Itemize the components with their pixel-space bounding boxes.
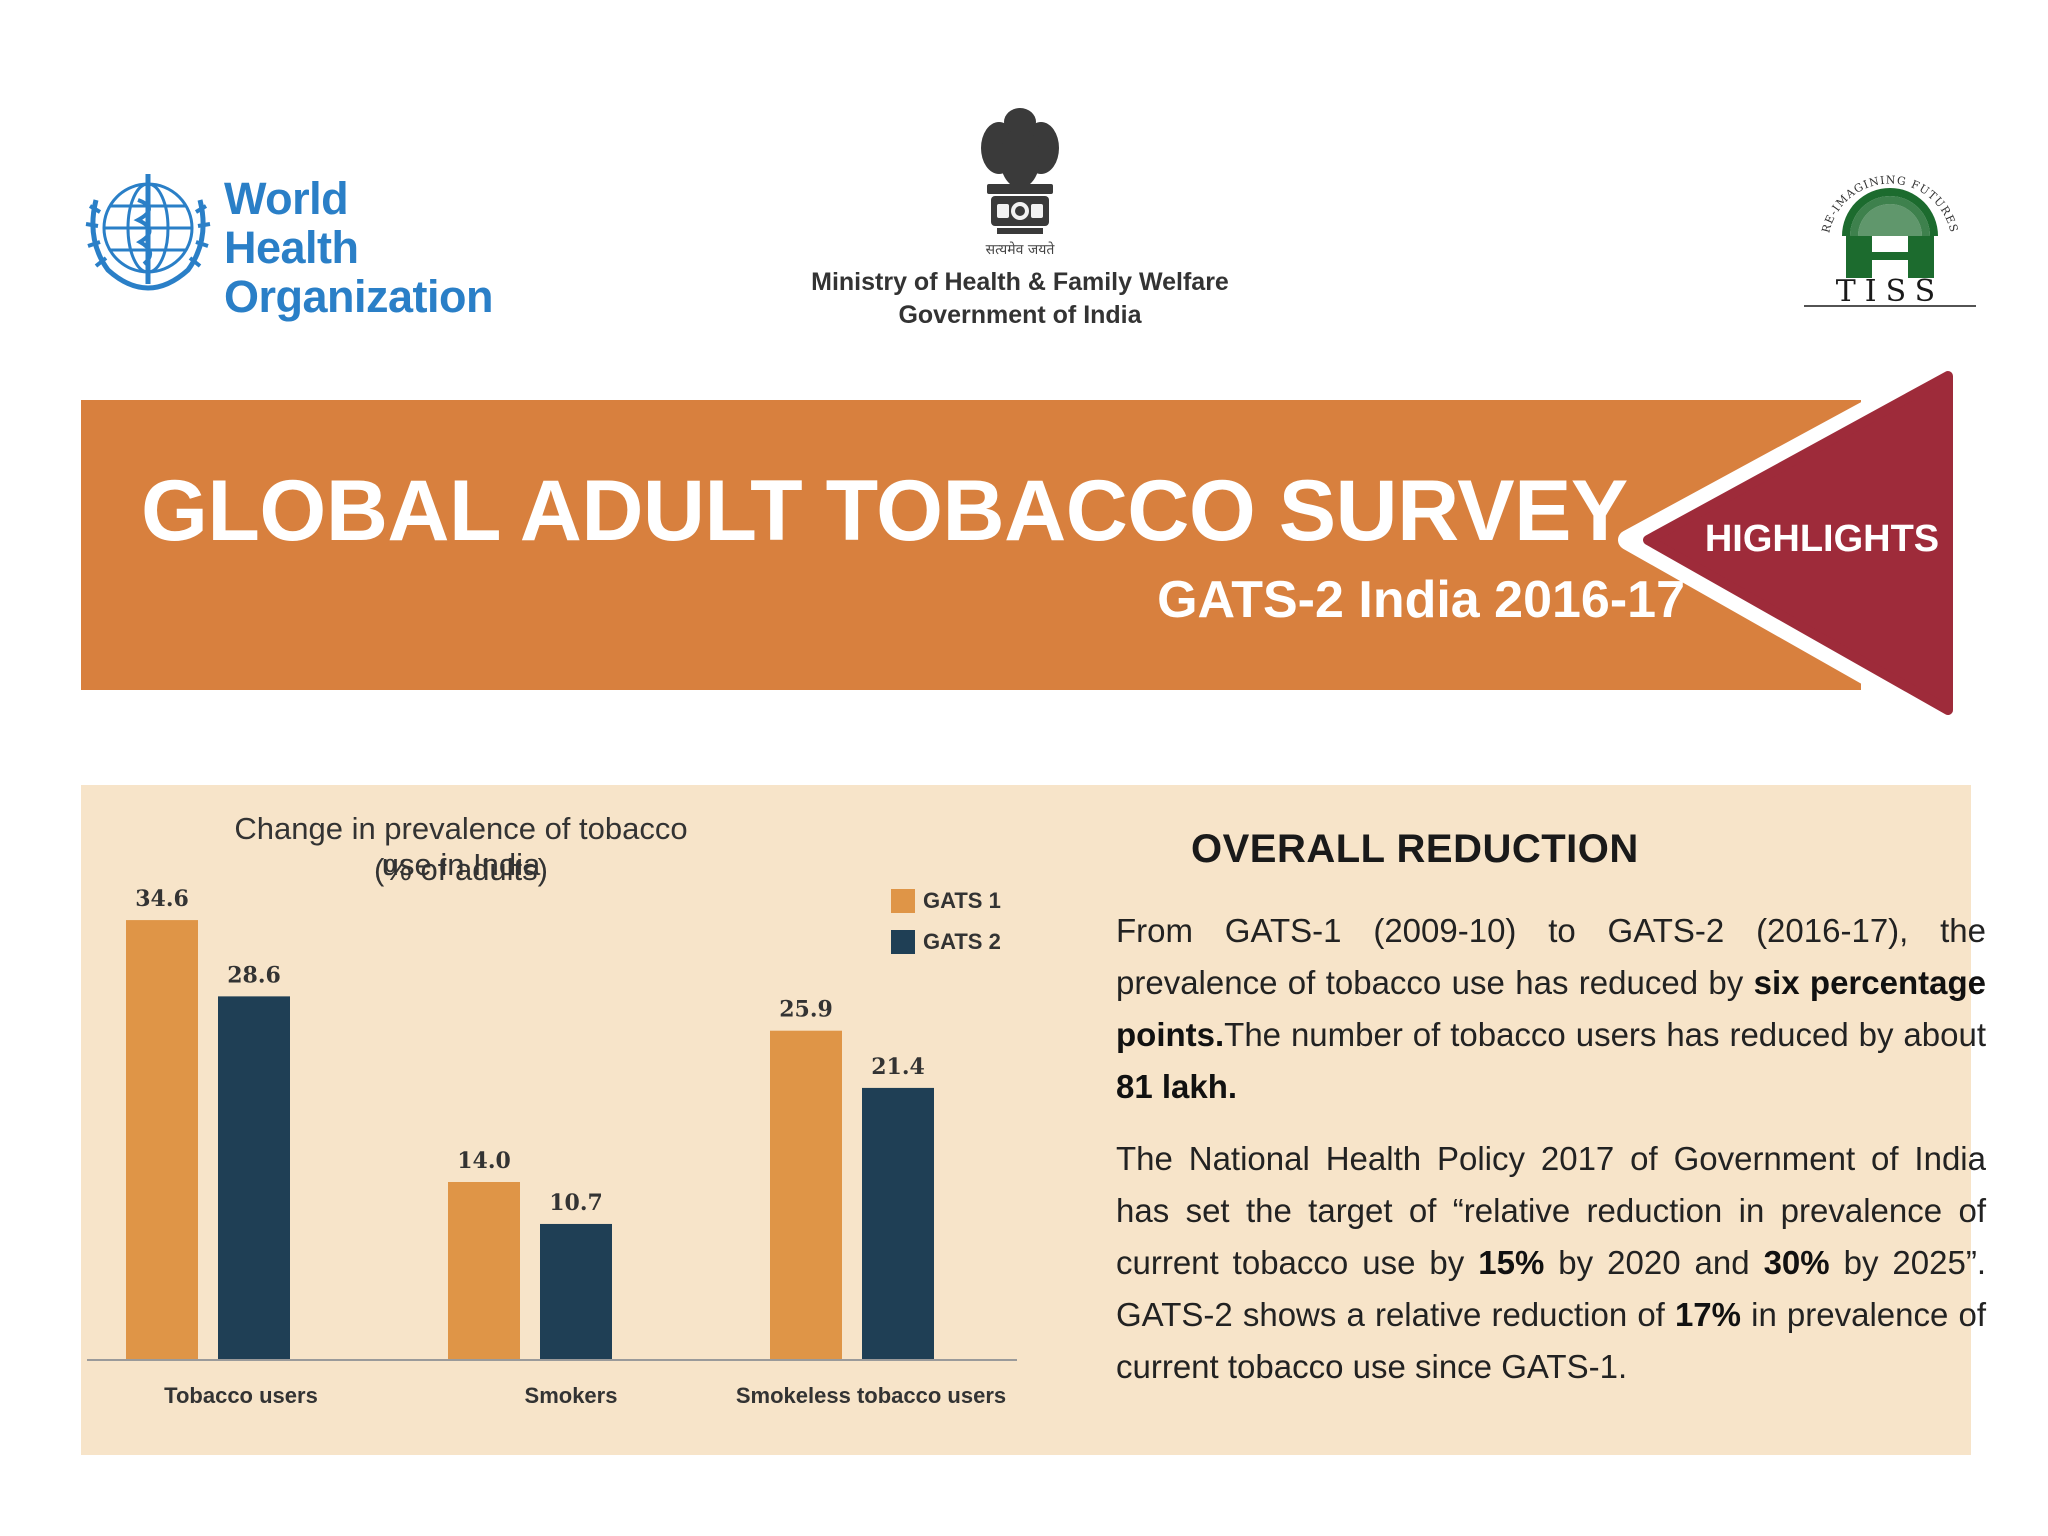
legend-item-gats2: GATS 2 [891, 928, 1001, 956]
legend-label-gats1: GATS 1 [923, 888, 1001, 913]
who-name-line2: Organization [224, 271, 494, 322]
chart-title: Change in prevalence of tobacco use in I… [234, 811, 688, 882]
value-label-gats-2-tobacco-users: 28.6 [227, 962, 281, 988]
bar-gats-2-tobacco-users [218, 996, 290, 1360]
para2-text-c: by 2020 and [1544, 1244, 1764, 1281]
bar-gats-2-smokers [540, 1223, 612, 1360]
category-label-tobacco-users: Tobacco users [164, 1383, 318, 1408]
value-label-gats-1-tobacco-users: 34.6 [135, 886, 189, 912]
para1-text-a: From GATS-1 (2009-10) to GATS-2 (2016-17… [1116, 912, 1986, 1001]
legend-label-gats2: GATS 2 [923, 929, 1001, 954]
tiss-logo: RE-IMAGINING FUTURES TISS [1800, 118, 1980, 309]
ministry-name: Ministry of Health & Family Welfare [811, 268, 1229, 296]
highlights-label: HIGHLIGHTS [1704, 518, 1940, 560]
value-label-gats-2-smokeless-tobacco-users: 21.4 [871, 1054, 925, 1080]
ministry-logo: सत्यमेव जयते Ministry of Health & Family… [760, 100, 1280, 340]
para1-emphasis-six-points: six percentage points. [1116, 964, 1986, 1053]
legend-item-gats1: GATS 1 [891, 887, 1001, 915]
bar-gats-1-smokeless-tobacco-users [770, 1030, 842, 1360]
category-label-smokeless: Smokeless tobacco users [735, 1383, 1007, 1408]
tiss-name: TISS [1836, 274, 1944, 308]
para1-emphasis-81-lakh: 81 lakh. [1116, 1068, 1238, 1105]
bar-gats-2-smokeless-tobacco-users [862, 1087, 934, 1360]
value-label-gats-2-smokers: 10.7 [549, 1190, 603, 1216]
para1-text-c: The number of tobacco users has reduced … [1224, 1016, 1986, 1053]
value-label-gats-1-smokeless-tobacco-users: 25.9 [779, 997, 833, 1023]
who-logo: World Health Organization [78, 160, 494, 321]
banner-title: GLOBAL ADULT TOBACCO SURVEY [141, 463, 1628, 559]
reduction-paragraph-1: From GATS-1 (2009-10) to GATS-2 (2016-17… [1116, 905, 1986, 1113]
bar-gats-1-smokers [448, 1182, 520, 1360]
para2-text-g: in prevalence of current tobacco use sin… [1116, 1296, 1986, 1385]
para2-emphasis-15: 15% [1478, 1244, 1545, 1281]
para2-emphasis-30: 30% [1763, 1244, 1830, 1281]
highlights-triangle [1643, 371, 1953, 715]
highlights-badge [1618, 352, 1966, 736]
who-emblem-icon [85, 174, 211, 291]
title-banner: GLOBAL ADULT TOBACCO SURVEY GATS-2 India… [81, 400, 1861, 690]
overall-reduction-heading: OVERALL REDUCTION [1191, 827, 1639, 871]
ministry-motto: सत्यमेव जयते [985, 242, 1055, 258]
legend-swatch-gats2 [891, 930, 915, 954]
banner-subtitle: GATS-2 India 2016-17 [1157, 571, 1685, 629]
tiss-tree-icon: RE-IMAGINING FUTURES TISS [1804, 174, 1976, 309]
government-name: Government of India [898, 301, 1142, 329]
prevalence-chart: 34.6 14.0 25.9 28.6 10.7 21.4 [87, 886, 1017, 1361]
para2-text-e: by 2025”. GATS-2 shows a relative reduct… [1116, 1244, 1987, 1333]
who-name-line1: World Health [224, 173, 359, 273]
content-panel: 34.6 14.0 25.9 28.6 10.7 21.4 Change in preva… [81, 785, 1986, 1455]
para2-text-a: The National Health Policy 2017 of Gover… [1116, 1140, 1986, 1281]
legend-swatch-gats1 [891, 889, 915, 913]
reduction-paragraph-2: The National Health Policy 2017 of Gover… [1116, 1133, 1986, 1393]
ashoka-emblem-icon [981, 108, 1059, 234]
para2-emphasis-17: 17% [1674, 1296, 1742, 1333]
value-label-gats-1-smokers: 14.0 [457, 1148, 511, 1174]
chart-subtitle: (% of adults) [373, 852, 548, 887]
category-label-smokers: Smokers [524, 1383, 618, 1408]
bar-gats-1-tobacco-users [126, 920, 198, 1360]
